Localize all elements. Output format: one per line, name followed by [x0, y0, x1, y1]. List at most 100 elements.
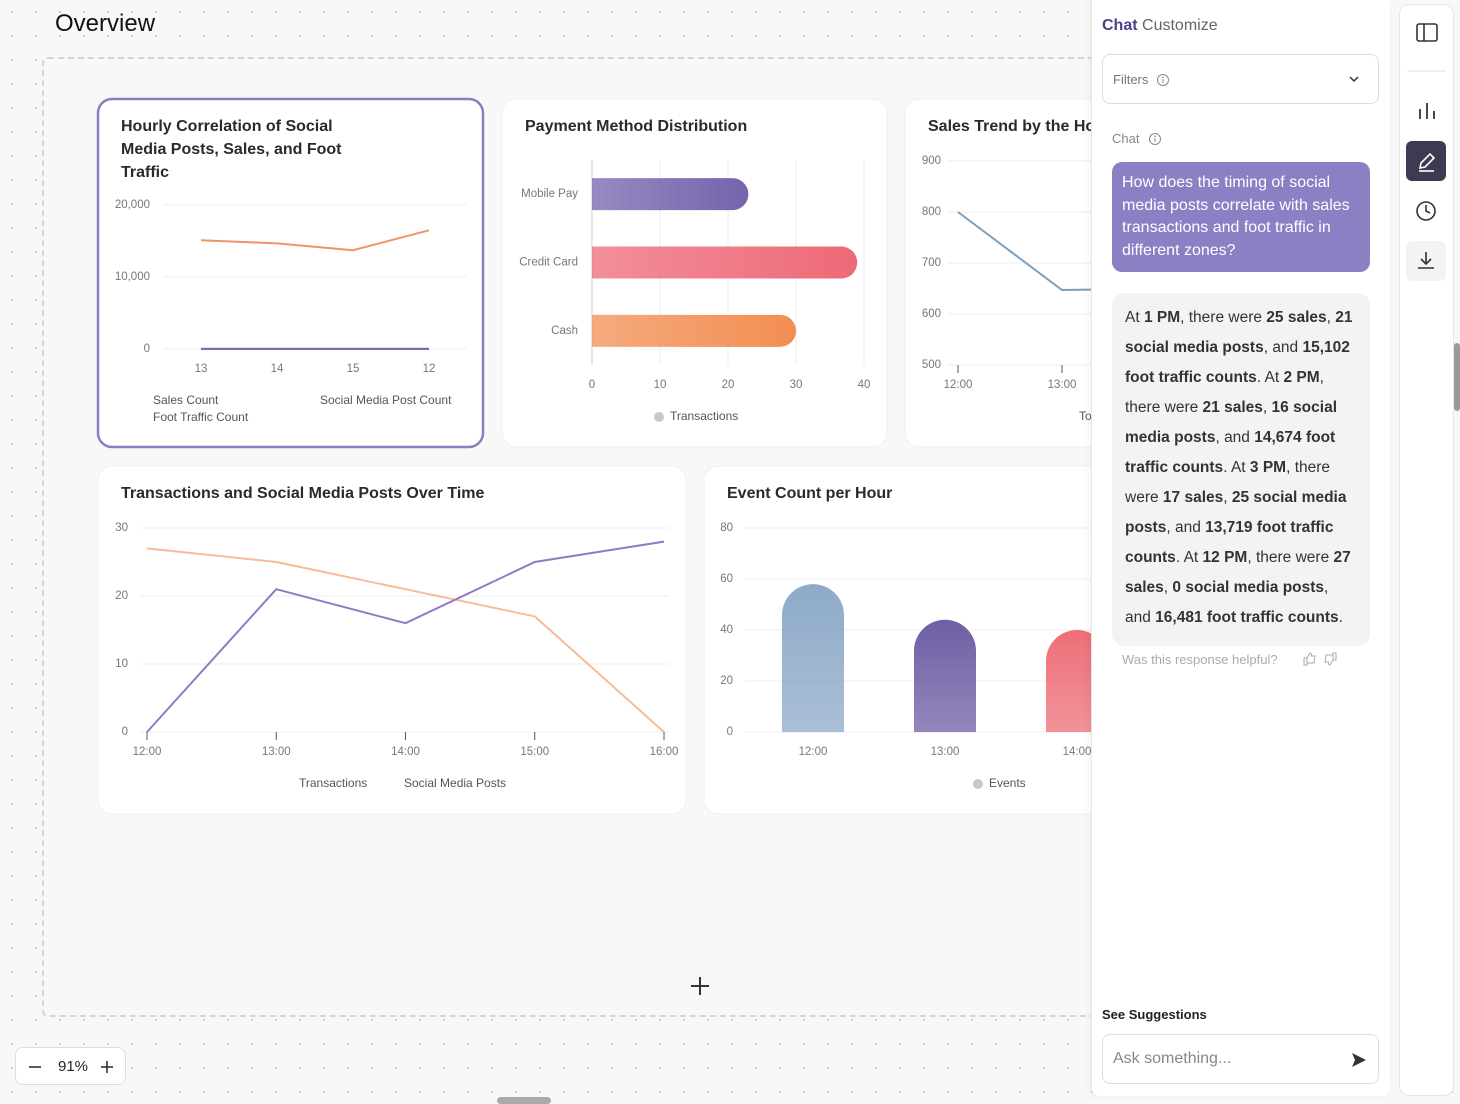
y-tick-label: 10,000 — [115, 271, 150, 283]
chart-title: Payment Method Distribution — [525, 118, 748, 135]
legend-label: Foot Traffic Count — [153, 410, 249, 424]
zoom-in[interactable] — [100, 1060, 114, 1074]
response-highlight: 21 sales — [1202, 399, 1263, 416]
tool-icons — [1406, 23, 1446, 281]
page-title: Overview — [55, 10, 156, 37]
x-tick-label: 12:00 — [133, 746, 162, 758]
x-tick-label: 13:00 — [262, 746, 291, 758]
x-tick-label: 14:00 — [391, 746, 420, 758]
response-text: , and — [1125, 579, 1329, 626]
response-highlight: 17 sales — [1162, 489, 1224, 506]
chart-title: Transactions and Social Media Posts Over… — [121, 485, 485, 502]
filters-label: Filters — [1113, 72, 1149, 87]
legend-marker — [973, 779, 983, 789]
add-widget-button[interactable] — [691, 977, 709, 995]
scrollbar[interactable] — [1454, 343, 1460, 411]
bar — [914, 619, 976, 732]
y-tick-label: 20 — [115, 590, 128, 602]
y-tick-label: 700 — [922, 257, 941, 269]
chat-panel: Chat Customize Filters Chat How does the… — [1091, 0, 1390, 1096]
category-label: Credit Card — [519, 257, 578, 269]
chevron-icon — [1349, 76, 1359, 83]
x-tick-label: 13 — [195, 363, 208, 375]
response-highlight: 2 PM — [1283, 369, 1320, 386]
response-text: , — [1223, 489, 1232, 506]
y-tick-label: 20,000 — [115, 199, 150, 211]
line-series — [200, 229, 430, 252]
x-tick-label: 13:00 — [1048, 379, 1077, 391]
response-text: , and — [1263, 339, 1303, 356]
y-tick-label: 60 — [720, 573, 733, 585]
response-highlight: 12 PM — [1202, 549, 1248, 566]
response-highlight: 1 PM — [1143, 309, 1181, 326]
response-highlight: 14,674 foot traffic counts — [1125, 429, 1336, 476]
response-text: . At — [1256, 369, 1284, 386]
bar — [592, 246, 858, 279]
zoom-out[interactable] — [28, 1060, 42, 1074]
chat-input[interactable]: Ask something... — [1102, 1034, 1379, 1084]
x-tick-label: 15:00 — [520, 746, 549, 758]
x-tick-label: 13:00 — [931, 746, 960, 758]
edit-button[interactable] — [1406, 141, 1446, 181]
x-tick-label: 12 — [423, 363, 436, 375]
legend-label: Transactions — [299, 776, 367, 790]
history-icon[interactable] — [1416, 201, 1436, 221]
response-text: . — [1338, 609, 1343, 626]
suggestions-link[interactable]: See Suggestions — [1102, 1007, 1207, 1022]
category-label: Cash — [551, 325, 578, 337]
zoom-control: 91% — [15, 1047, 126, 1085]
x-tick-label: 10 — [654, 379, 667, 391]
info-icon — [1157, 74, 1169, 86]
feedback-prompt: Was this response helpful? — [1122, 652, 1278, 667]
category-label: Mobile Pay — [521, 188, 578, 200]
y-tick-label: 80 — [720, 522, 733, 534]
x-tick-label: 12:00 — [944, 379, 973, 391]
tab-customize[interactable]: Customize — [1142, 17, 1218, 34]
x-tick-label: 14:00 — [1063, 746, 1092, 758]
y-tick-label: 500 — [922, 359, 941, 371]
chat-label: Chat — [1112, 131, 1140, 146]
chart-title: Event Count per Hour — [727, 485, 893, 502]
response-highlight: 3 PM — [1249, 459, 1287, 476]
response-text: At — [1125, 309, 1144, 326]
x-tick-label: 40 — [858, 379, 871, 391]
input-placeholder: Ask something... — [1113, 1050, 1232, 1067]
x-tick-label: 12:00 — [799, 746, 828, 758]
y-tick-label: 900 — [922, 155, 941, 167]
legend-label: Social Media Post Count — [320, 393, 452, 407]
chart-icon[interactable] — [1419, 103, 1435, 119]
response-highlight: 25 social media posts — [1125, 489, 1347, 536]
response-text: , — [1326, 309, 1336, 326]
bar — [592, 314, 796, 347]
response-text: . At — [1223, 459, 1250, 476]
response-highlight: 25 sales — [1266, 309, 1327, 326]
response-highlight: 15,102 foot traffic counts — [1125, 339, 1350, 386]
send-button[interactable] — [1351, 1052, 1367, 1068]
legend-label: Sales Count — [153, 393, 219, 407]
response-text: . At — [1175, 549, 1203, 566]
response-highlight: 16,481 foot traffic counts — [1155, 609, 1339, 626]
y-tick-label: 30 — [115, 522, 128, 534]
response-text: , there were — [1180, 309, 1267, 326]
y-tick-label: 0 — [122, 726, 128, 738]
panel-tabs: Chat Customize — [1102, 17, 1218, 35]
response-text: , there were — [1125, 369, 1324, 416]
toggle-panel-icon[interactable] — [1416, 23, 1438, 42]
user-message: How does the timing of social media post… — [1112, 162, 1370, 272]
tab-chat[interactable]: Chat — [1102, 17, 1138, 34]
edit-icon — [1418, 152, 1436, 172]
y-tick-label: 600 — [922, 308, 941, 320]
response-text: , and — [1215, 429, 1255, 446]
filters-dropdown[interactable]: Filters — [1102, 54, 1379, 104]
legend-label: Social Media Posts — [404, 776, 506, 790]
y-tick-label: 0 — [144, 343, 150, 355]
scroll-handle[interactable] — [497, 1097, 551, 1104]
response-highlight: 13,719 foot traffic counts — [1125, 519, 1334, 566]
feedback-icons[interactable] — [1302, 651, 1338, 667]
y-tick-label: 40 — [720, 624, 733, 636]
y-tick-label: 10 — [115, 658, 128, 670]
